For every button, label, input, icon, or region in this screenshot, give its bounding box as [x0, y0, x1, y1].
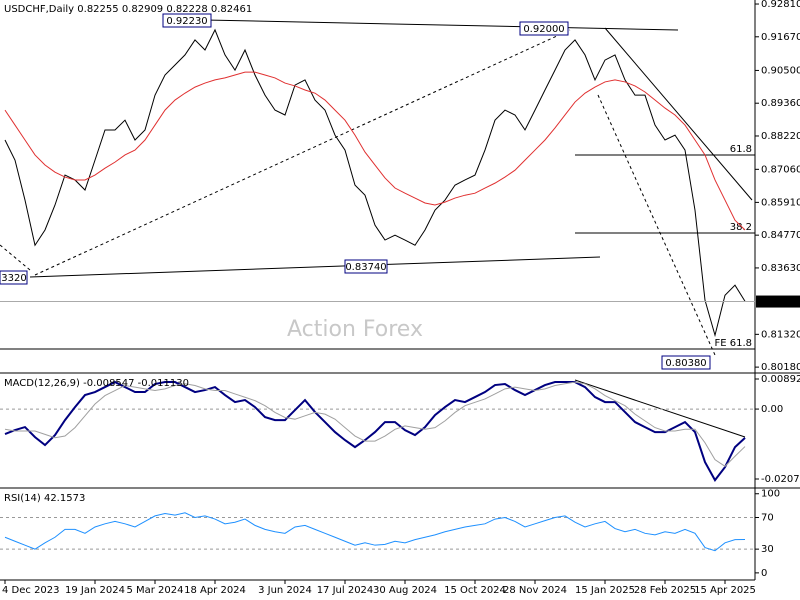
x-tick-label: 28 Feb 2025 — [634, 585, 696, 596]
y-tick-label: 0 — [761, 568, 767, 579]
x-tick-label: 28 Nov 2024 — [503, 585, 567, 596]
price-annotation: 3320 — [1, 273, 26, 284]
y-tick-label: 0.80180 — [761, 362, 800, 373]
y-tick-label: -0.020759 — [761, 474, 800, 485]
y-tick-label: 30 — [761, 544, 774, 555]
x-tick-label: 18 Apr 2024 — [184, 585, 246, 596]
panel-title: USDCHF,Daily 0.82255 0.82909 0.82228 0.8… — [4, 4, 252, 15]
fib-label: 38.2 — [730, 222, 752, 233]
series-line — [4, 28, 746, 338]
label-box — [519, 21, 569, 36]
x-tick-label: 17 Jul 2024 — [317, 585, 374, 596]
y-tick-label: 0.89360 — [761, 98, 800, 109]
trendline — [204, 19, 679, 31]
y-tick-label: 0.88220 — [761, 131, 800, 142]
last-price-label: 0.82461 — [759, 297, 800, 308]
x-tick-label: 15 Jan 2025 — [575, 585, 635, 596]
series-line — [4, 380, 746, 482]
y-tick-label: 0.83630 — [761, 263, 800, 274]
y-tick-label: 0.84770 — [761, 230, 800, 241]
price-annotation: 0.80380 — [665, 358, 706, 369]
x-tick-label: 3 Jun 2024 — [258, 585, 312, 596]
trendline — [29, 256, 601, 278]
x-tick-label: 5 Mar 2024 — [126, 585, 183, 596]
y-tick-label: 0.008923 — [761, 374, 800, 385]
price-annotation: 0.92230 — [166, 16, 207, 27]
y-tick-label: 0.92810 — [761, 0, 800, 10]
y-tick-label: 70 — [761, 512, 774, 523]
x-tick-label: 4 Dec 2023 — [2, 585, 60, 596]
trendline — [604, 27, 753, 201]
x-tick-label: 19 Jan 2024 — [65, 585, 125, 596]
last-price-box — [756, 295, 800, 308]
x-tick-label: 15 Oct 2024 — [444, 585, 506, 596]
y-tick-label: 0.85910 — [761, 197, 800, 208]
macd-trendline — [574, 379, 746, 438]
label-box — [661, 355, 711, 370]
price-annotation: 0.83740 — [345, 262, 386, 273]
x-tick-label: 30 Aug 2024 — [373, 585, 437, 596]
watermark: Action Forex — [287, 317, 423, 342]
price-annotation: 0.92000 — [523, 24, 564, 35]
fib-label: 61.8 — [730, 144, 752, 155]
y-tick-label: 100 — [761, 489, 780, 500]
label-box — [162, 13, 212, 28]
trendline — [34, 29, 571, 276]
series-line — [4, 512, 746, 552]
y-tick-label: 0.90500 — [761, 65, 800, 76]
fib-label: FE 61.8 — [714, 338, 752, 349]
y-tick-label: 0.87060 — [761, 164, 800, 175]
y-tick-label: 0.00 — [761, 404, 783, 415]
y-tick-label: 0.91670 — [761, 32, 800, 43]
panel-title: RSI(14) 42.1573 — [4, 493, 85, 504]
y-tick-label: 0.81320 — [761, 329, 800, 340]
series-line — [4, 381, 746, 467]
label-box — [0, 270, 28, 285]
label-box — [344, 259, 388, 274]
series-line — [4, 71, 746, 231]
panel-title: MACD(12,26,9) -0.008547 -0.011130 — [4, 378, 189, 389]
x-tick-label: 15 Apr 2025 — [694, 585, 756, 596]
trendline — [0, 244, 31, 271]
